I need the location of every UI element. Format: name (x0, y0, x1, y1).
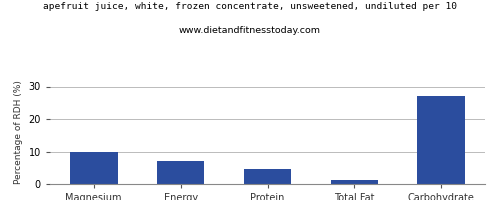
Y-axis label: Percentage of RDH (%): Percentage of RDH (%) (14, 80, 23, 184)
Text: www.dietandfitnesstoday.com: www.dietandfitnesstoday.com (179, 26, 321, 35)
Bar (156, 161, 204, 184)
Bar (330, 180, 378, 184)
Bar (70, 152, 117, 184)
Text: apefruit juice, white, frozen concentrate, unsweetened, undiluted per 10: apefruit juice, white, frozen concentrat… (43, 2, 457, 11)
Bar (418, 96, 465, 184)
Bar (244, 169, 292, 184)
